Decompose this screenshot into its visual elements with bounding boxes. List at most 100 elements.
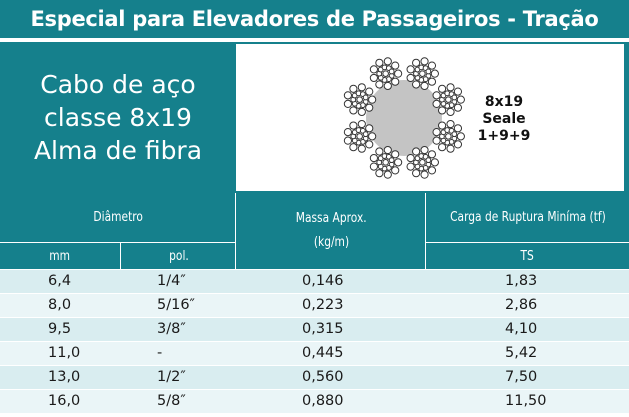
cell-carga: 5,42 — [505, 345, 538, 361]
wire — [420, 145, 429, 155]
page-title: Especial para Elevadores de Passageiros … — [0, 0, 629, 38]
strand — [406, 57, 439, 91]
header-divider-3 — [120, 243, 121, 269]
wire — [451, 131, 458, 138]
cable-cross-section-panel: 8x19 Seale 1+9+9 — [236, 44, 624, 191]
wire — [456, 132, 465, 141]
header-ts: TS — [426, 243, 629, 269]
table-row: 11,0 - 0,445 5,42 — [0, 342, 629, 366]
wire-rope-cross-section-icon — [343, 57, 465, 179]
construction-spec: 8x19 Seale 1+9+9 — [476, 94, 532, 145]
wire — [453, 103, 463, 112]
wire — [406, 162, 415, 171]
cell-mm: 13,0 — [48, 369, 81, 385]
cell-massa: 0,880 — [302, 393, 344, 409]
wire — [456, 95, 465, 104]
wire — [430, 158, 439, 167]
wire — [369, 73, 378, 83]
strand — [432, 119, 465, 153]
wire — [365, 140, 374, 149]
wire — [349, 84, 358, 93]
cell-pol: - — [157, 345, 163, 361]
wire — [446, 144, 455, 153]
header-massa-line-2: (kg/m) — [313, 235, 349, 250]
cell-pol: 3/8″ — [157, 321, 186, 337]
wire — [375, 147, 384, 156]
wire — [383, 145, 392, 155]
cell-carga: 11,50 — [505, 393, 547, 409]
wire — [391, 166, 400, 175]
cell-pol: 5/16″ — [157, 297, 195, 313]
cable-description: Cabo de aço classe 8x19 Alma de fibra — [0, 42, 236, 193]
wire — [446, 119, 455, 129]
cell-massa: 0,315 — [302, 321, 344, 337]
wire — [412, 58, 421, 67]
wire — [356, 133, 363, 140]
wire — [375, 169, 384, 178]
wire — [369, 162, 378, 171]
wire — [420, 81, 429, 91]
wire — [391, 150, 400, 159]
wire — [451, 94, 458, 101]
header-rule-left — [0, 242, 235, 243]
spec-line-2: Seale — [482, 111, 526, 127]
cell-massa: 0,560 — [302, 369, 344, 385]
wire — [432, 136, 441, 145]
cell-massa: 0,223 — [302, 297, 344, 313]
wire — [357, 83, 366, 92]
wire — [412, 147, 421, 156]
fiber-core — [366, 80, 442, 156]
wire — [446, 83, 455, 92]
wire — [453, 87, 463, 96]
wire — [375, 58, 384, 67]
wire — [365, 124, 374, 133]
spec-line-1: 8x19 — [484, 94, 524, 110]
wire — [391, 77, 400, 86]
wire — [375, 80, 384, 89]
wire — [432, 99, 441, 109]
wire — [446, 107, 455, 117]
wire — [438, 106, 447, 115]
wire — [445, 96, 452, 103]
wire — [365, 103, 374, 112]
cell-mm: 8,0 — [48, 297, 72, 313]
wire — [419, 159, 426, 166]
wire — [438, 143, 447, 152]
cell-carga: 7,50 — [505, 369, 538, 385]
wire — [383, 57, 392, 66]
header-pol: pol. — [121, 243, 236, 269]
cell-massa: 0,146 — [302, 273, 344, 289]
cell-mm: 9,5 — [48, 321, 72, 337]
table-row: 8,0 5/16″ 0,223 2,86 — [0, 294, 629, 318]
table-row: 9,5 3/8″ 0,315 4,10 — [0, 318, 629, 342]
wire — [343, 136, 353, 145]
wire — [391, 61, 400, 70]
strand — [432, 83, 465, 117]
strand — [343, 83, 377, 117]
cable-line-2: classe 8x19 — [44, 103, 192, 132]
header-diametro: Diâmetro — [0, 193, 236, 242]
wire — [356, 96, 363, 103]
wire — [388, 68, 395, 75]
wire — [453, 140, 463, 149]
wire — [406, 65, 415, 74]
wire — [343, 91, 353, 100]
strand — [369, 57, 403, 91]
cell-pol: 5/8″ — [157, 393, 186, 409]
wire — [420, 170, 429, 179]
wire — [453, 124, 463, 133]
wire — [357, 144, 366, 153]
cell-carga: 4,10 — [505, 321, 538, 337]
strand — [343, 119, 377, 153]
page-title-text: Especial para Elevadores de Passageiros … — [30, 7, 599, 31]
title-divider — [0, 38, 629, 42]
strand — [406, 145, 439, 179]
header-rule-right — [426, 242, 629, 243]
cell-massa: 0,445 — [302, 345, 344, 361]
header-mm: mm — [0, 243, 120, 269]
wire — [427, 150, 437, 159]
wire — [343, 99, 353, 109]
wire — [412, 80, 421, 89]
wire — [394, 69, 403, 78]
wire — [368, 132, 377, 141]
